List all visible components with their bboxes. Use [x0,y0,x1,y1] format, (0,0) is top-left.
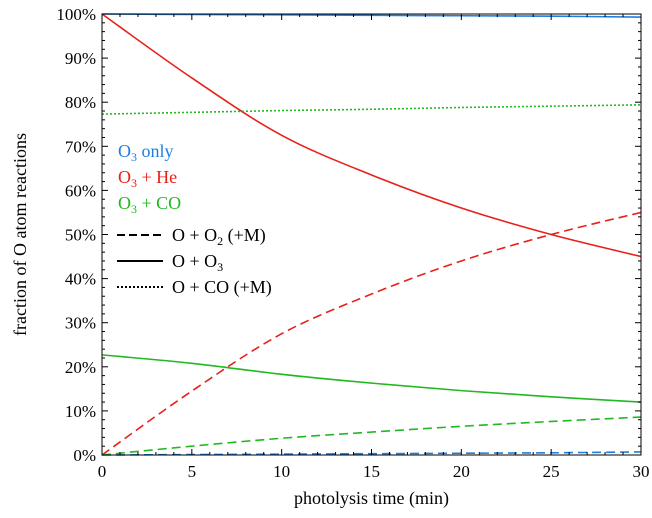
x-tick-label: 30 [633,462,650,481]
legend: O3 only O3 + He O3 + CO O + O2 (+M) O + O3 O … [117,141,272,298]
series-line-3 [101,211,642,456]
y-axis-label: fraction of O atom reactions [10,133,30,336]
y-tick-label: 40% [65,270,96,289]
y-tick-label: 20% [65,358,96,377]
x-tick-label: 5 [188,462,197,481]
x-tick-label: 25 [543,462,560,481]
series-line-6 [101,104,642,115]
y-tick-label: 60% [65,181,96,200]
x-tick-label: 15 [363,462,380,481]
y-tick-label: 10% [65,402,96,421]
y-tick-label: 80% [65,93,96,112]
legend-color-entry-2: O3 + CO [118,193,181,216]
y-tick-label: 50% [65,226,96,245]
x-axis-label: photolysis time (min) [294,488,449,509]
legend-style-entry-0: O + O2 (+M) [172,225,266,248]
y-tick-label: 90% [65,49,96,68]
y-tick-label: 30% [65,314,96,333]
y-tick-label: 70% [65,137,96,156]
ticks-layer: 0% 10% 20% 30% 40% 50% 60% 70% 80% 90% 100% 0 5 10 15 2… [56,5,649,481]
x-tick-label: 20 [453,462,470,481]
x-tick-label: 0 [98,462,107,481]
legend-style-entry-1: O + O3 [172,251,223,274]
legend-color-entry-1: O3 + He [118,167,177,190]
y-tick-label: 0% [73,446,96,465]
series-line-4 [101,354,642,403]
legend-style-entry-2: O + CO (+M) [172,277,272,298]
series-line-5 [101,416,642,456]
legend-color-entry-0: O3 only [118,141,174,164]
x-tick-label: 10 [273,462,290,481]
y-tick-label: 100% [56,5,96,24]
